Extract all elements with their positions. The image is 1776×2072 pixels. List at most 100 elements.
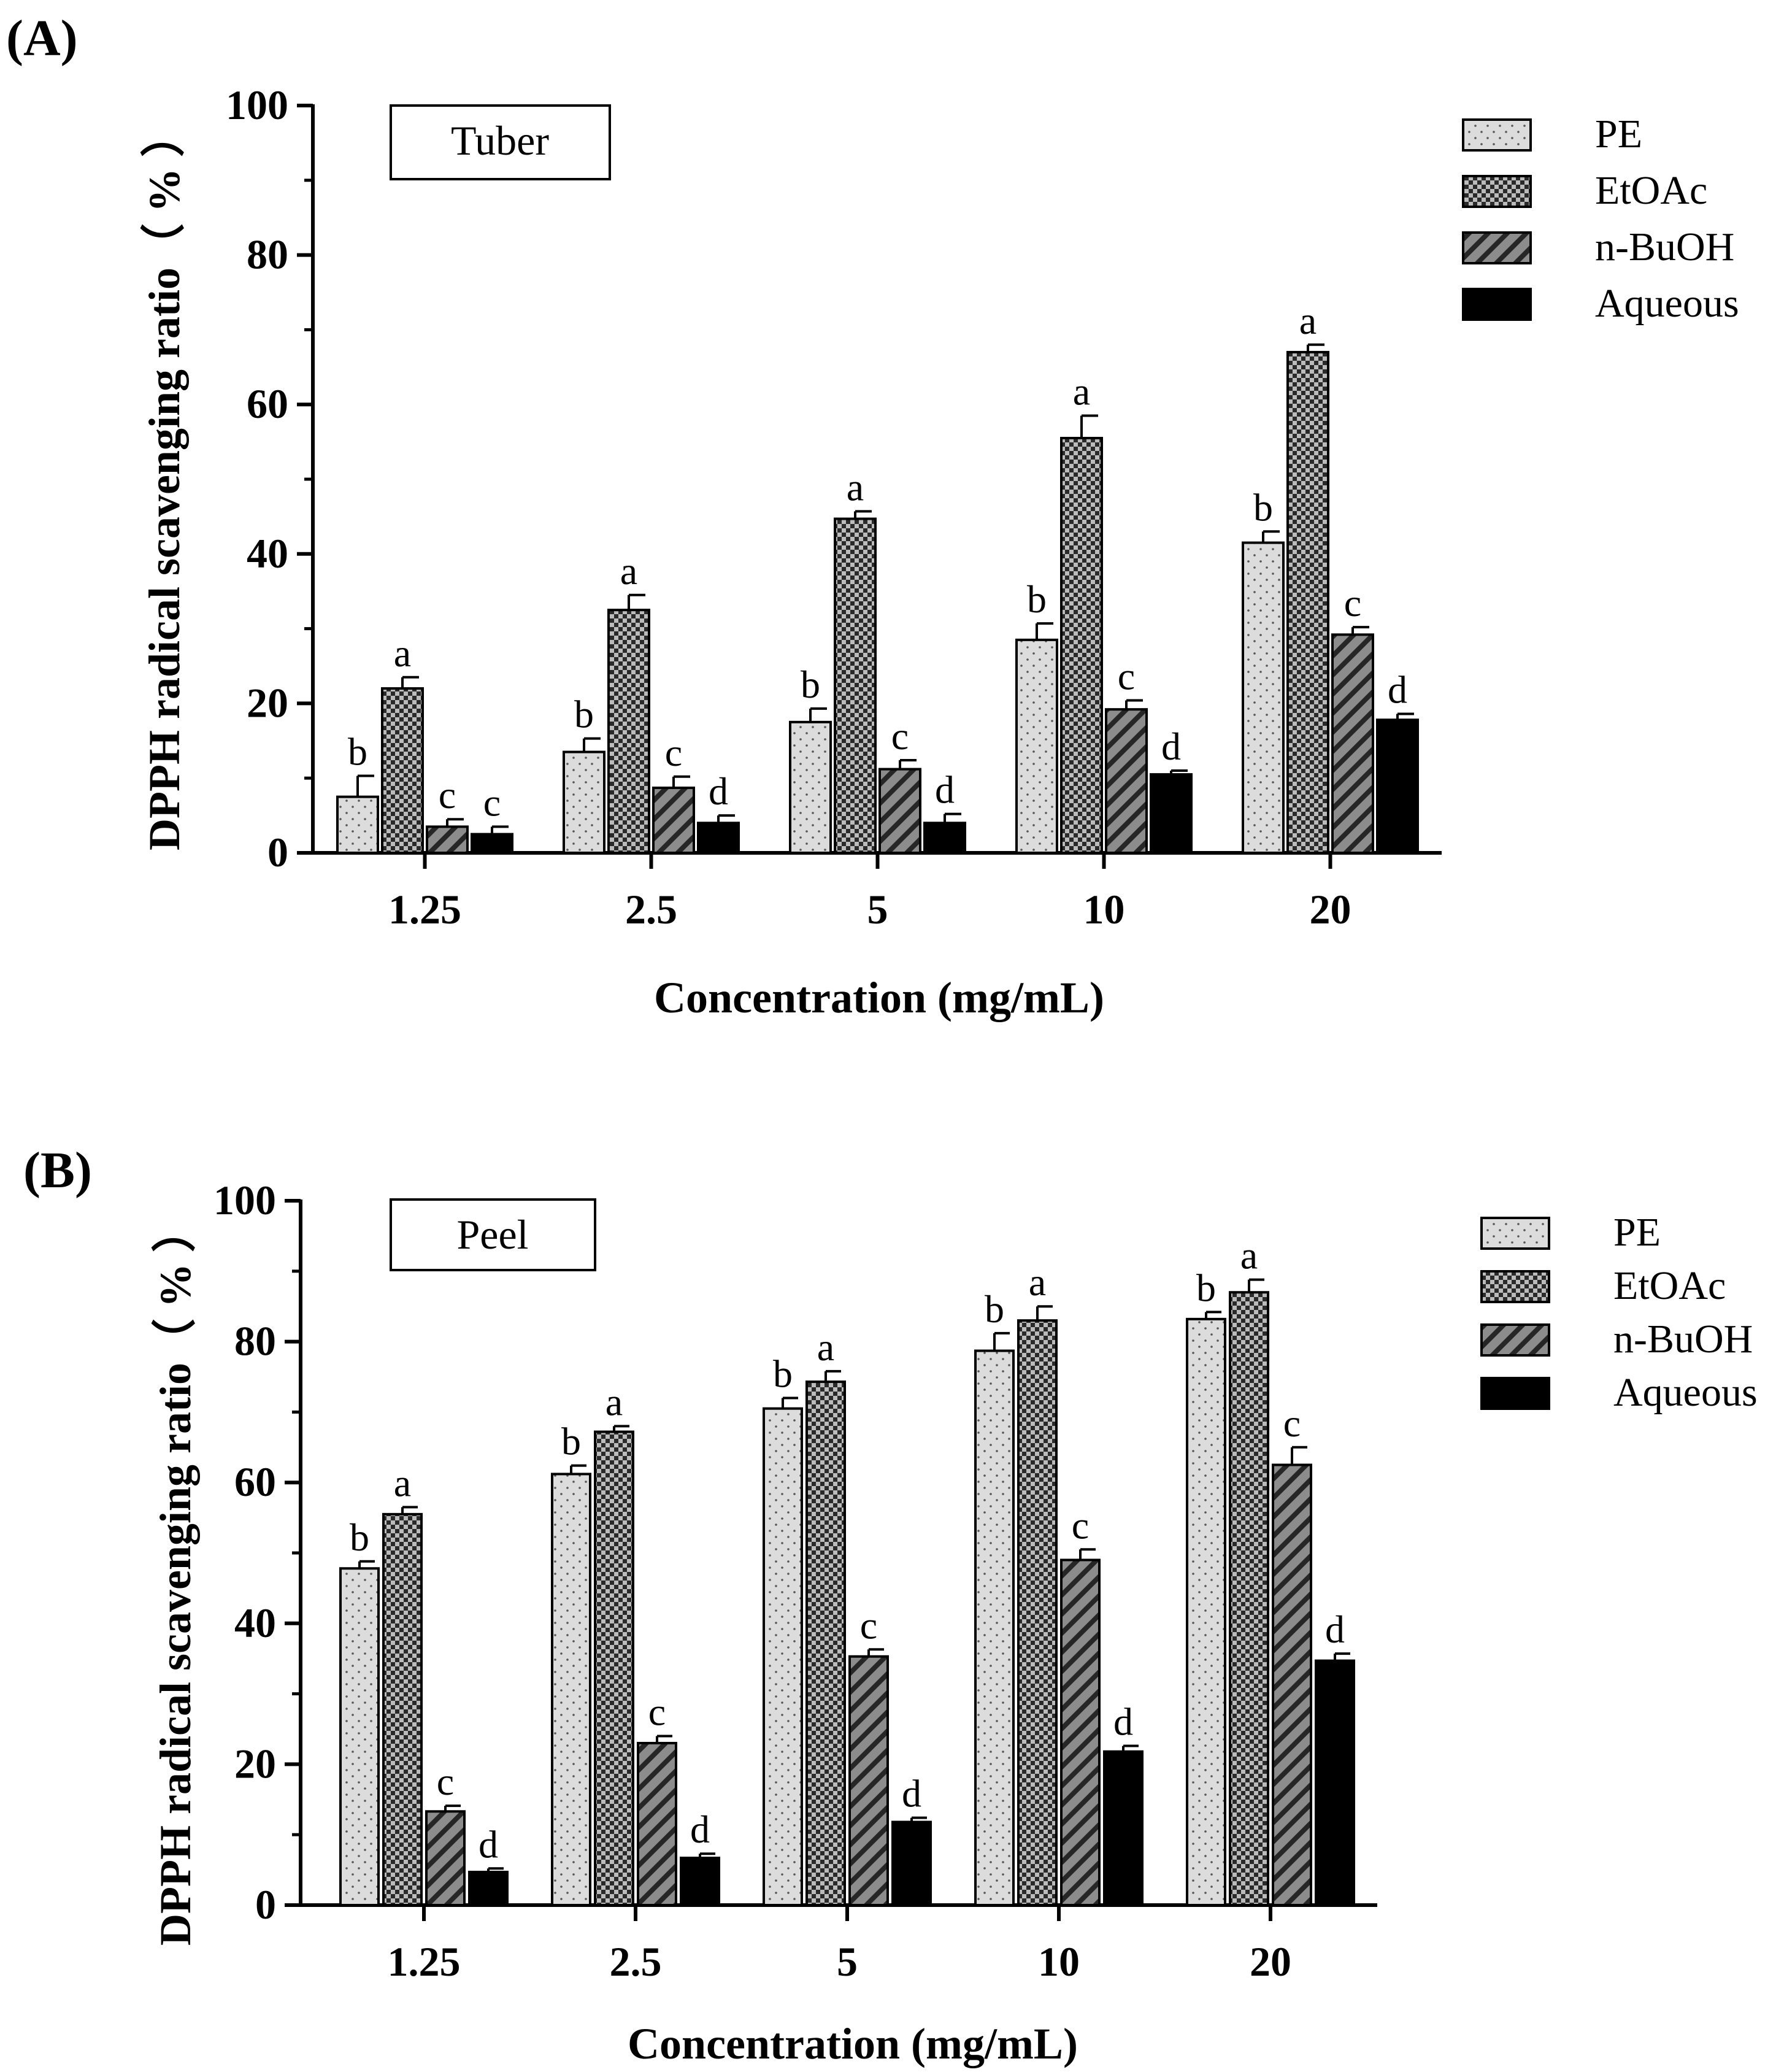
bar-n-buoh [1331,633,1374,854]
x-tick-label: 2.5 [625,886,677,933]
significance-letter: a [1073,369,1090,413]
y-tick-label: 60 [234,1458,276,1505]
significance-letter: b [350,1515,369,1559]
significance-letter: d [1325,1608,1345,1651]
legend-swatch [1480,1323,1550,1357]
y-axis-label: DPPH radical scavenging ratio（ % ） [140,113,189,850]
significance-letter: a [1240,1234,1258,1277]
x-tick-label: 10 [1083,886,1125,933]
x-tick-label: 5 [837,1938,858,1985]
legend-label: Aqueous [1595,281,1739,326]
significance-letter: c [1118,655,1135,698]
bar-aqueous [471,833,513,855]
y-tick-label: 60 [247,380,288,427]
significance-letter: b [801,663,820,706]
significance-letter: d [935,768,955,812]
significance-letter: b [561,1420,581,1463]
legend-b: PE EtOAc n-BuOH Aqueous [1480,1210,1758,1415]
legend-swatch [1480,1217,1550,1250]
bar-aqueous [1103,1750,1144,1907]
significance-letter: c [891,714,909,758]
panel-b: (B) DPPH radical scavenging ratio（ % ） P… [23,1142,1758,2068]
bar-n-buoh [848,1655,889,1907]
significance-letter: d [1113,1700,1133,1744]
bar-n-buoh [652,787,695,855]
y-axis-label: DPPH radical scavenging ratio（ % ） [151,1208,200,1946]
title-box-b [390,1198,596,1271]
bar-etoac [1060,437,1103,854]
bar-n-buoh [425,1810,466,1906]
significance-letter: b [985,1287,1004,1331]
significance-letter: c [648,1690,666,1733]
legend-swatch [1462,288,1532,321]
y-tick-label: 20 [247,679,288,726]
bar-aqueous [923,822,966,855]
bar-etoac [834,517,877,854]
significance-letter: c [1283,1401,1301,1445]
bar-aqueous [1315,1659,1355,1907]
significance-letter: c [437,1760,454,1803]
bar-aqueous [1376,718,1419,855]
bar-etoac [381,687,424,855]
legend-label: n-BuOH [1595,225,1734,269]
bar-pe [974,1349,1015,1906]
y-axis-title-b: DPPH radical scavenging ratio（ % ） [151,1208,200,1946]
y-tick-label: 100 [226,82,288,128]
bar-aqueous [680,1857,720,1906]
y-axis-title-a: DPPH radical scavenging ratio（ % ） [140,113,189,850]
y-tick-label: 20 [234,1740,276,1787]
significance-letter: a [1299,299,1317,342]
title-box-label-a: Tuber [451,117,549,164]
bar-etoac [1286,350,1329,854]
legend-label: Aqueous [1613,1370,1758,1415]
legend-swatch [1462,118,1532,152]
bar-pe [1242,541,1285,855]
legend-swatch [1480,1270,1550,1303]
panel-a: (A) DPPH radical scavenging ratio（ % ） T… [6,10,1739,1022]
significance-letter: a [620,549,637,593]
bar-pe [763,1407,803,1906]
bar-pe [1015,638,1058,854]
bar-n-buoh [637,1741,677,1906]
legend-swatch [1480,1377,1550,1410]
bar-etoac [1229,1291,1269,1906]
legend-label: n-BuOH [1613,1317,1753,1361]
y-tick-label: 0 [255,1881,276,1928]
significance-letter: d [479,1822,498,1866]
panel-label-a: (A) [6,10,78,67]
bar-pe [551,1473,591,1907]
bar-pe [563,750,605,854]
significance-letter: b [1027,577,1047,621]
bar-etoac [1017,1319,1058,1906]
bar-n-buoh [1060,1558,1101,1906]
significance-letter: b [1253,485,1273,529]
significance-letter: b [773,1352,793,1395]
significance-letter: c [1344,581,1361,625]
plot-area-b: 0204060801001.25bacd2.5bacd5bacd10bacd20… [213,1177,1377,1985]
significance-letter: a [1029,1260,1046,1304]
significance-letter: d [709,769,728,813]
legend-label: PE [1595,112,1642,156]
bar-pe [789,720,832,854]
y-tick-label: 40 [234,1600,276,1646]
legend-swatch [1462,231,1532,264]
y-tick-label: 80 [234,1318,276,1365]
panel-label-b: (B) [23,1142,92,1199]
significance-letter: a [605,1380,623,1423]
significance-letter: a [394,1461,411,1504]
bar-etoac [607,609,650,855]
x-axis-title-b: Concentration (mg/mL) [628,2019,1078,2068]
bar-n-buoh [426,825,469,854]
bar-pe [336,795,379,855]
significance-letter: a [394,631,411,675]
legend-a: PE EtOAc n-BuOH Aqueous [1462,112,1739,326]
x-tick-label: 1.25 [388,886,461,933]
x-tick-label: 5 [867,886,888,933]
significance-letter: c [860,1603,877,1647]
x-tick-label: 20 [1250,1938,1291,1985]
significance-letter: c [1072,1503,1089,1547]
title-box-a [390,104,611,180]
bar-aqueous [697,822,740,855]
significance-letter: a [817,1325,834,1369]
